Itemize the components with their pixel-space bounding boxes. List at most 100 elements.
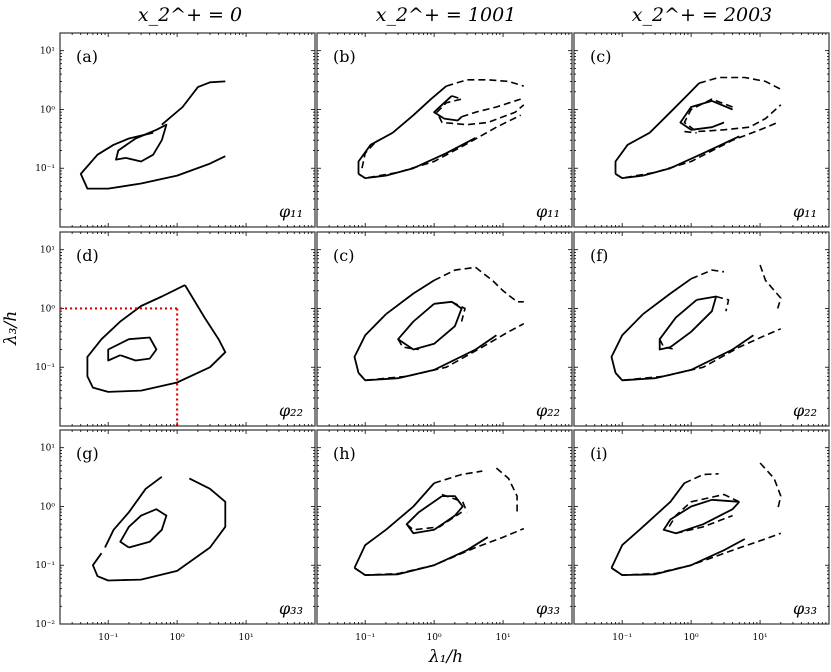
dashed-contour [658, 338, 676, 351]
dashed-contour [436, 95, 525, 126]
solid-contour [107, 336, 158, 362]
panel-frame [59, 429, 316, 625]
y-tick-label: 10¹ [40, 47, 55, 57]
panel-label: (c) [333, 246, 354, 265]
solid-contour [392, 85, 447, 134]
dashed-contour [446, 79, 525, 87]
panel-e: (c) φ₂₂ [316, 231, 573, 427]
y-tick-label: 10⁻² [35, 620, 55, 630]
solid-contour [119, 508, 168, 549]
dashed-contour [357, 322, 525, 382]
solid-contour [615, 135, 740, 179]
dashed-contour [433, 266, 524, 303]
dashed-contour [684, 473, 719, 484]
panel-label: (h) [333, 444, 356, 463]
y-tick-label: 10⁰ [40, 304, 55, 314]
panel-g: 10⁻² 10⁻¹ 10⁰ 10¹ 10⁻¹ 10⁰ 10¹ (g) φ₃₃ [35, 429, 316, 643]
column-title-2: x_2^+ = 1001 [376, 4, 517, 26]
solid-contour [161, 80, 226, 126]
solid-contour [679, 100, 733, 131]
solid-contour [610, 538, 746, 576]
solid-contour [357, 132, 394, 174]
variable-label: φ₁₁ [536, 202, 560, 221]
panel-label: (c) [590, 47, 611, 66]
y-tick-label: 10⁻¹ [35, 164, 55, 174]
panel-h: 10⁻¹ 10⁰ 10¹ (h) φ₃₃ [316, 429, 573, 643]
y-tick-label: 10⁻¹ [35, 363, 55, 373]
solid-contour [353, 536, 489, 576]
panel-label: (b) [333, 47, 356, 66]
dashed-contour [715, 295, 730, 312]
solid-contour [385, 482, 435, 531]
panel-a: 10⁻¹ 10⁰ 10¹ (a) φ₁₁ [35, 32, 316, 228]
variable-label: φ₁₁ [279, 202, 303, 221]
panel-i: 10⁻¹ 10⁰ 10¹ (i) φ₃₃ [573, 429, 830, 643]
dashed-contour [759, 264, 782, 309]
dashed-contour [495, 467, 518, 513]
x-tick-label: 10¹ [753, 633, 768, 643]
dashed-contour [759, 462, 782, 510]
dashed-contour [358, 114, 522, 179]
panel-frame [59, 231, 316, 427]
panel-c: (c) φ₁₁ [573, 32, 830, 228]
dashed-contour [675, 514, 733, 535]
solid-contour [353, 529, 387, 569]
panels-group: 10⁻¹ 10⁰ 10¹ (a) φ₁₁ (b) φ₁₁ (c) φ₁₁ 10⁻¹ 10⁰ 10¹ (d… [35, 32, 830, 643]
dashed-contour [397, 338, 419, 351]
dashed-contour [684, 130, 697, 134]
panel-frame [316, 231, 573, 427]
dashed-contour [615, 121, 779, 179]
dashed-contour [698, 76, 782, 91]
y-tick-label: 10⁻¹ [35, 561, 55, 571]
panel-label: (i) [590, 444, 608, 463]
variable-label: φ₂₂ [279, 401, 303, 420]
solid-contour [610, 313, 644, 374]
column-title-1: x_2^+ = 0 [138, 4, 242, 26]
panel-f: (f) φ₂₂ [573, 231, 830, 427]
dashed-contour [666, 493, 740, 531]
panel-label: (g) [76, 444, 99, 463]
solid-contour [385, 279, 435, 315]
solid-contour [662, 498, 740, 535]
solid-contour [642, 278, 692, 315]
x-tick-label: 10⁰ [684, 633, 699, 643]
x-tick-label: 10⁰ [170, 633, 185, 643]
x-tick-label: 10¹ [496, 633, 511, 643]
solid-contour [353, 313, 387, 374]
solid-contour [104, 476, 163, 548]
solid-contour [614, 334, 754, 382]
solid-contour [115, 123, 168, 163]
panel-label: (f) [590, 246, 608, 265]
y-tick-label: 10⁰ [40, 105, 55, 115]
solid-contour [397, 300, 463, 351]
y-tick-label: 10⁰ [40, 502, 55, 512]
solid-contour [648, 82, 700, 134]
solid-contour [86, 284, 227, 393]
solid-contour [79, 131, 226, 190]
dashed-contour [461, 98, 521, 118]
solid-contour [92, 477, 227, 582]
panel-frame [59, 32, 316, 228]
x-tick-label: 10¹ [239, 633, 254, 643]
variable-label: φ₂₂ [793, 401, 817, 420]
variable-label: φ₃₃ [536, 599, 560, 618]
y-tick-label: 10¹ [40, 246, 55, 256]
solid-contour [357, 334, 497, 382]
variable-label: φ₃₃ [279, 599, 303, 618]
solid-contour [405, 495, 464, 535]
variable-label: φ₃₃ [793, 599, 817, 618]
x-tick-label: 10⁰ [427, 633, 442, 643]
dashed-contour [614, 328, 782, 382]
solid-contour [433, 95, 463, 122]
y-tick-label: 10¹ [40, 444, 55, 454]
dashed-contour [433, 470, 483, 484]
solid-contour [658, 295, 717, 351]
solid-contour [610, 526, 644, 569]
y-axis-label: λ₃/h [1, 311, 21, 346]
dashed-contour [690, 269, 725, 280]
panel-d: 10⁻¹ 10⁰ 10¹ (d) φ₂₂ [35, 231, 316, 427]
panel-label: (d) [76, 246, 99, 265]
panel-b: (b) φ₁₁ [316, 32, 573, 228]
panel-label: (a) [76, 47, 98, 66]
